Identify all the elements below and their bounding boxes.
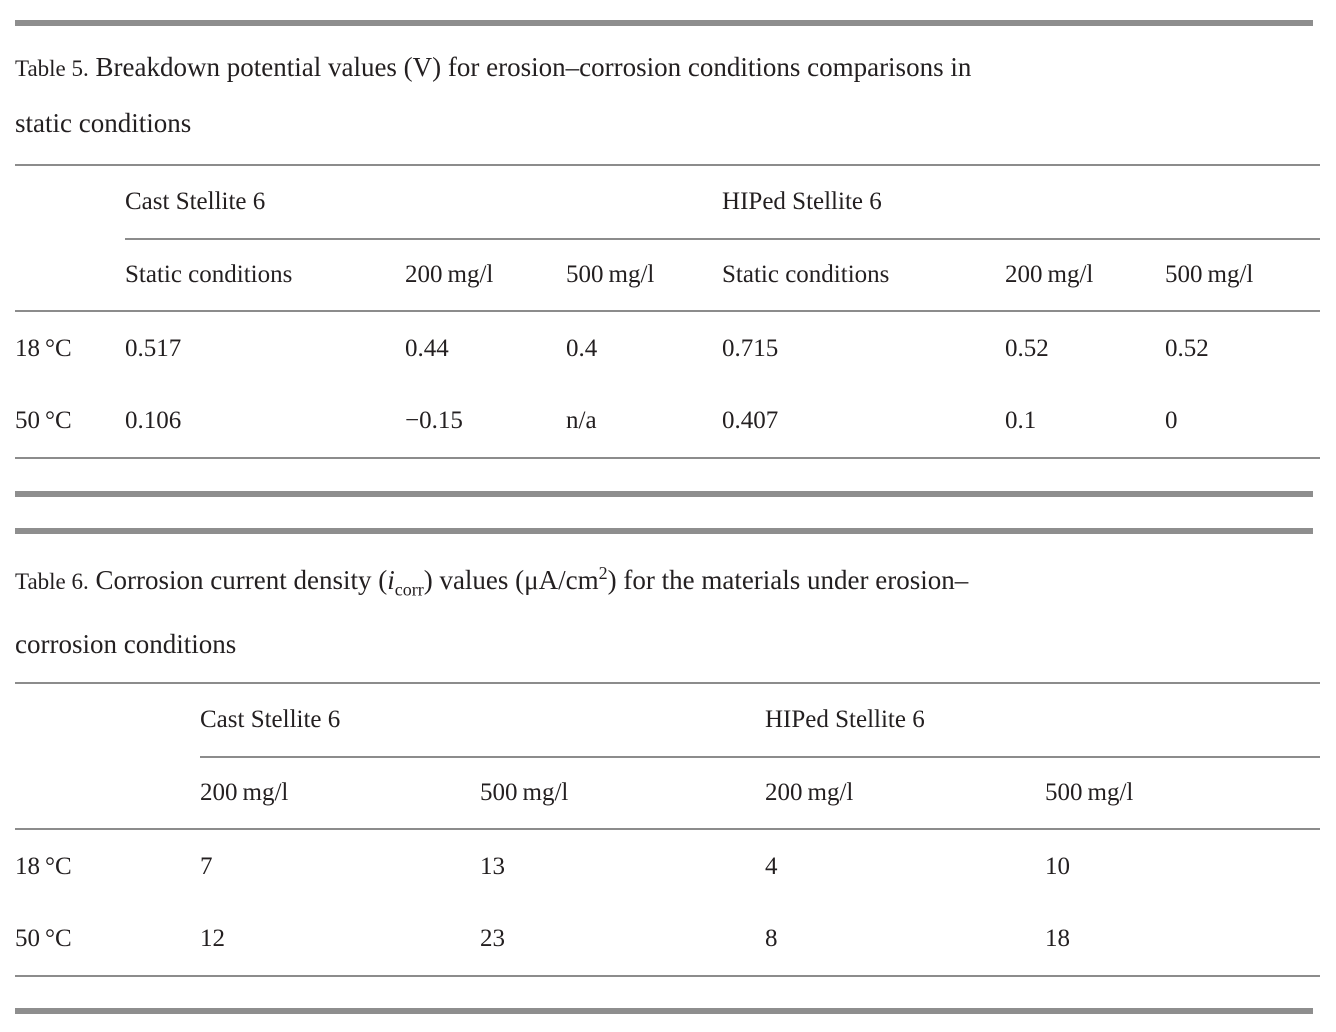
empty-stub-cell (15, 165, 125, 239)
table-cell: 0.517 (125, 334, 182, 362)
table6-title-icorr-sub: corr (394, 579, 424, 600)
table5-group-header-row: Cast Stellite 6 HIPed Stellite 6 (15, 165, 1321, 240)
table6-title-sup2: 2 (598, 563, 608, 583)
group-header-cast: Cast Stellite 6 (200, 683, 765, 759)
table-cell: 23 (480, 903, 765, 978)
table5-row-50c: 50 °C 0.106 −0.15 n/a 0.407 0.1 0 (15, 385, 1321, 459)
empty-stub-cell (15, 757, 200, 831)
table6-title-p2: ) values (μA/cm (423, 565, 599, 595)
table6-title-icorr-i: i (387, 565, 395, 595)
empty-stub-cell (15, 239, 125, 312)
table6-title-p3: ) for the materials under erosion– (607, 565, 969, 595)
empty-stub-cell (15, 683, 200, 757)
column-header: 200 mg/l (200, 757, 480, 831)
column-header: 200 mg/l (405, 239, 566, 312)
table6-top-bar (15, 528, 1313, 534)
table-cell: 13 (480, 852, 505, 880)
column-header: 500 mg/l (1165, 239, 1321, 312)
column-header: 500 mg/l (1045, 757, 1320, 831)
table6-subheader-row: 200 mg/l 500 mg/l 200 mg/l 500 mg/l (15, 757, 1320, 831)
table6-caption: Table 6. Corrosion current density (icor… (15, 546, 1321, 672)
table5-bottom-bar (15, 491, 1313, 497)
column-header: 500 mg/l (480, 757, 765, 831)
column-header: Static conditions (125, 239, 405, 312)
table-cell: 0 (1165, 385, 1321, 459)
table-cell: 0.52 (1165, 334, 1209, 362)
table6-row-18c: 18 °C 7 13 4 10 (15, 829, 1320, 903)
table5-title-line2: static conditions (15, 108, 192, 138)
table5-row-18c: 18 °C 0.517 0.44 0.4 0.715 0.52 0.52 (15, 311, 1320, 385)
column-header: Static conditions (722, 239, 1006, 312)
table-cell: n/a (566, 385, 723, 459)
table-cell: 8 (765, 903, 1045, 978)
table-cell: 0.52 (1005, 334, 1049, 362)
table-cell: 10 (1045, 852, 1070, 880)
table-cell: 12 (200, 903, 480, 978)
group-header-hiped: HIPed Stellite 6 (722, 165, 1321, 240)
table6-title-p1: Corrosion current density ( (95, 565, 388, 595)
table5-subheader-row: Static conditions 200 mg/l 500 mg/l Stat… (15, 239, 1321, 312)
row-header: 50 °C (15, 385, 125, 459)
table6-title-line2: corrosion conditions (15, 629, 237, 660)
table-cell: 0.407 (722, 385, 1006, 459)
table5: Cast Stellite 6 HIPed Stellite 6 Static … (15, 164, 1321, 459)
table-cell: −0.15 (405, 385, 566, 459)
table-cell: 0.106 (125, 385, 405, 459)
table5-label: Table 5. (15, 56, 89, 81)
row-header: 50 °C (15, 903, 200, 978)
table5-title-line1: Breakdown potential values (V) for erosi… (95, 52, 972, 82)
table5-top-bar (15, 20, 1313, 26)
column-header: 200 mg/l (765, 757, 1045, 831)
group-header-hiped: HIPed Stellite 6 (765, 683, 1320, 759)
group-header-cast: Cast Stellite 6 (125, 165, 723, 240)
table-cell: 4 (765, 852, 778, 880)
table6-row-50c: 50 °C 12 23 8 18 (15, 903, 1320, 978)
table5-caption: Table 5. Breakdown potential values (V) … (15, 40, 1321, 151)
table6: Cast Stellite 6 HIPed Stellite 6 200 mg/… (15, 682, 1320, 978)
column-header: 500 mg/l (566, 239, 723, 312)
table-cell: 0.715 (722, 334, 779, 362)
table-cell: 0.1 (1005, 385, 1166, 459)
table-cell: 7 (200, 852, 213, 880)
table6-label: Table 6. (15, 569, 89, 594)
row-header: 18 °C (15, 852, 72, 880)
column-header: 200 mg/l (1005, 239, 1166, 312)
table-cell: 18 (1045, 903, 1320, 978)
table-cell: 0.4 (566, 334, 598, 362)
table6-group-header-row: Cast Stellite 6 HIPed Stellite 6 (15, 683, 1320, 759)
table6-bottom-bar (15, 1008, 1313, 1015)
row-header: 18 °C (15, 334, 72, 362)
table-cell: 0.44 (405, 334, 449, 362)
